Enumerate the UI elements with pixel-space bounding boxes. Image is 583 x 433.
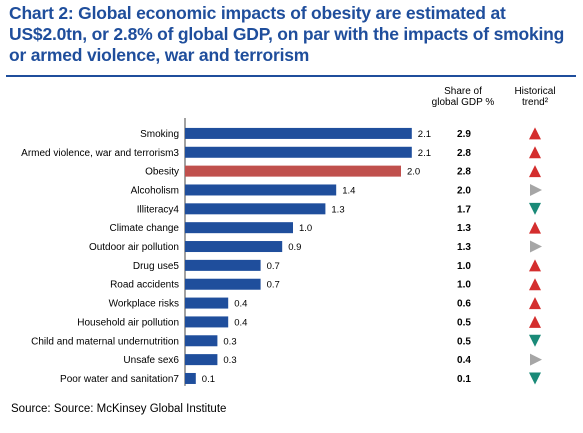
value-label: 0.7 [267,280,280,291]
trend-header-line-2: trend² [521,97,549,108]
category-label: Workplace risks [109,299,179,310]
value-label: 1.4 [342,185,355,196]
bar [185,372,196,384]
share-of-gdp-value: 2.0 [457,185,471,196]
title-divider [6,75,576,77]
trend-down-icon [529,202,541,215]
trend-up-icon [529,259,541,272]
value-label: 0.9 [288,242,301,253]
share-of-gdp-value: 2.9 [457,129,471,140]
category-label: Child and maternal undernutrition [31,336,179,347]
share-of-gdp-value: 1.0 [457,261,471,272]
source-note: Source: Source: McKinsey Global Institut… [11,403,227,415]
value-label: 0.3 [223,336,236,347]
category-label: Poor water and sanitation7 [60,374,179,385]
share-of-gdp-value: 2.8 [457,167,471,178]
trend-up-icon [529,297,541,310]
category-label: Armed violence, war and terrorism3 [21,148,179,159]
bar [185,165,401,177]
trend-flat-icon [530,240,542,253]
value-label: 0.4 [234,299,247,310]
historical-trend-header: Historical trend² [500,86,570,108]
value-label: 0.7 [267,261,280,272]
share-of-gdp-value: 1.7 [457,204,471,215]
trend-up-icon [529,165,541,178]
trend-up-icon [529,221,541,234]
trend-flat-icon [530,353,542,366]
bar [185,354,218,366]
chart-title: Chart 2: Global economic impacts of obes… [9,3,565,65]
category-label: Climate change [110,223,180,234]
trend-up-icon [529,278,541,291]
share-of-gdp-header: Share of global GDP % [428,86,498,108]
value-label: 2.1 [418,129,431,140]
category-label: Alcoholism [131,185,179,196]
bar [185,316,229,328]
bar [185,259,261,271]
bar [185,278,261,290]
bar [185,241,283,253]
share-header-line-2: global GDP % [431,97,495,108]
bar [185,184,337,196]
category-label: Drug use5 [133,261,180,272]
bar [185,203,326,215]
bar [185,335,218,347]
value-label: 1.0 [299,223,312,234]
share-of-gdp-value: 2.8 [457,148,471,159]
trend-header-line-1: Historical [514,86,556,97]
value-label: 2.0 [407,167,420,178]
trend-down-icon [529,334,541,347]
category-label: Outdoor air pollution [89,242,179,253]
category-label: Illiteracy4 [137,204,180,215]
share-of-gdp-value: 0.1 [457,374,471,385]
bar-chart: Smoking 2.1 2.9 Armed violence, war and ter… [21,118,542,386]
share-of-gdp-value: 1.3 [457,223,471,234]
share-header-line-1: Share of [444,86,482,97]
bar [185,297,229,309]
category-label: Household air pollution [77,317,179,328]
trend-down-icon [529,372,541,385]
trend-up-icon [529,315,541,328]
share-of-gdp-value: 0.4 [457,355,471,366]
category-label: Unsafe sex6 [123,355,179,366]
share-of-gdp-value: 0.5 [457,336,471,347]
trend-flat-icon [530,183,542,196]
share-of-gdp-value: 0.6 [457,299,471,310]
value-label: 0.3 [223,355,236,366]
value-label: 2.1 [418,148,431,159]
bar [185,146,412,158]
bar [185,127,412,139]
share-of-gdp-value: 0.5 [457,317,471,328]
trend-up-icon [529,127,541,140]
share-of-gdp-value: 1.0 [457,280,471,291]
value-label: 0.1 [202,374,215,385]
trend-up-icon [529,146,541,159]
category-label: Obesity [145,167,179,178]
value-label: 1.3 [331,204,344,215]
share-of-gdp-value: 1.3 [457,242,471,253]
category-label: Road accidents [110,280,179,291]
category-label: Smoking [140,129,179,140]
bar [185,222,293,234]
value-label: 0.4 [234,317,247,328]
